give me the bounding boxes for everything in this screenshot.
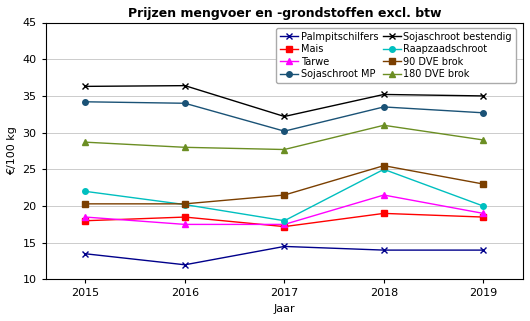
- 90 DVE brok: [281, 193, 288, 197]
- Line: Mais: Mais: [83, 211, 486, 230]
- Sojaschroot MP: [480, 111, 487, 115]
- Mais: [480, 215, 487, 219]
- Line: Palmpitschilfers: Palmpitschilfers: [82, 243, 487, 268]
- 180 DVE brok: [182, 145, 188, 149]
- Palmpitschilfers: [82, 252, 89, 256]
- Palmpitschilfers: [381, 248, 387, 252]
- Palmpitschilfers: [480, 248, 487, 252]
- 180 DVE brok: [381, 123, 387, 127]
- Mais: [281, 225, 288, 229]
- 90 DVE brok: [480, 182, 487, 186]
- Raapzaadschroot: [381, 168, 387, 171]
- Line: 180 DVE brok: 180 DVE brok: [82, 122, 487, 153]
- Sojaschroot MP: [381, 105, 387, 109]
- 180 DVE brok: [281, 148, 288, 152]
- Palmpitschilfers: [182, 263, 188, 267]
- Mais: [182, 215, 188, 219]
- Tarwe: [82, 215, 89, 219]
- 180 DVE brok: [480, 138, 487, 142]
- Line: Tarwe: Tarwe: [82, 192, 487, 228]
- 90 DVE brok: [82, 202, 89, 206]
- Sojaschroot MP: [82, 100, 89, 104]
- Palmpitschilfers: [281, 245, 288, 248]
- Raapzaadschroot: [182, 203, 188, 206]
- Mais: [381, 212, 387, 215]
- 180 DVE brok: [82, 140, 89, 144]
- Sojaschroot bestendig: [82, 84, 89, 88]
- Sojaschroot bestendig: [182, 84, 188, 88]
- Raapzaadschroot: [281, 219, 288, 223]
- X-axis label: Jaar: Jaar: [273, 304, 295, 314]
- Tarwe: [480, 212, 487, 215]
- Mais: [82, 219, 89, 223]
- Y-axis label: €/100 kg: €/100 kg: [7, 126, 17, 175]
- Sojaschroot bestendig: [480, 94, 487, 98]
- Legend: Palmpitschilfers, Mais, Tarwe, Sojaschroot MP, Sojaschroot bestendig, Raapzaadsc: Palmpitschilfers, Mais, Tarwe, Sojaschro…: [276, 28, 516, 83]
- Tarwe: [281, 222, 288, 226]
- Sojaschroot bestendig: [281, 115, 288, 118]
- Line: Raapzaadschroot: Raapzaadschroot: [83, 167, 486, 223]
- Raapzaadschroot: [480, 204, 487, 208]
- Line: 90 DVE brok: 90 DVE brok: [83, 163, 486, 207]
- 90 DVE brok: [182, 202, 188, 206]
- Title: Prijzen mengvoer en -grondstoffen excl. btw: Prijzen mengvoer en -grondstoffen excl. …: [128, 7, 441, 20]
- Sojaschroot bestendig: [381, 92, 387, 96]
- Sojaschroot MP: [281, 129, 288, 133]
- 90 DVE brok: [381, 164, 387, 168]
- Line: Sojaschroot bestendig: Sojaschroot bestendig: [82, 82, 487, 120]
- Tarwe: [381, 193, 387, 197]
- Line: Sojaschroot MP: Sojaschroot MP: [83, 99, 486, 134]
- Sojaschroot MP: [182, 101, 188, 105]
- Raapzaadschroot: [82, 189, 89, 193]
- Tarwe: [182, 222, 188, 226]
